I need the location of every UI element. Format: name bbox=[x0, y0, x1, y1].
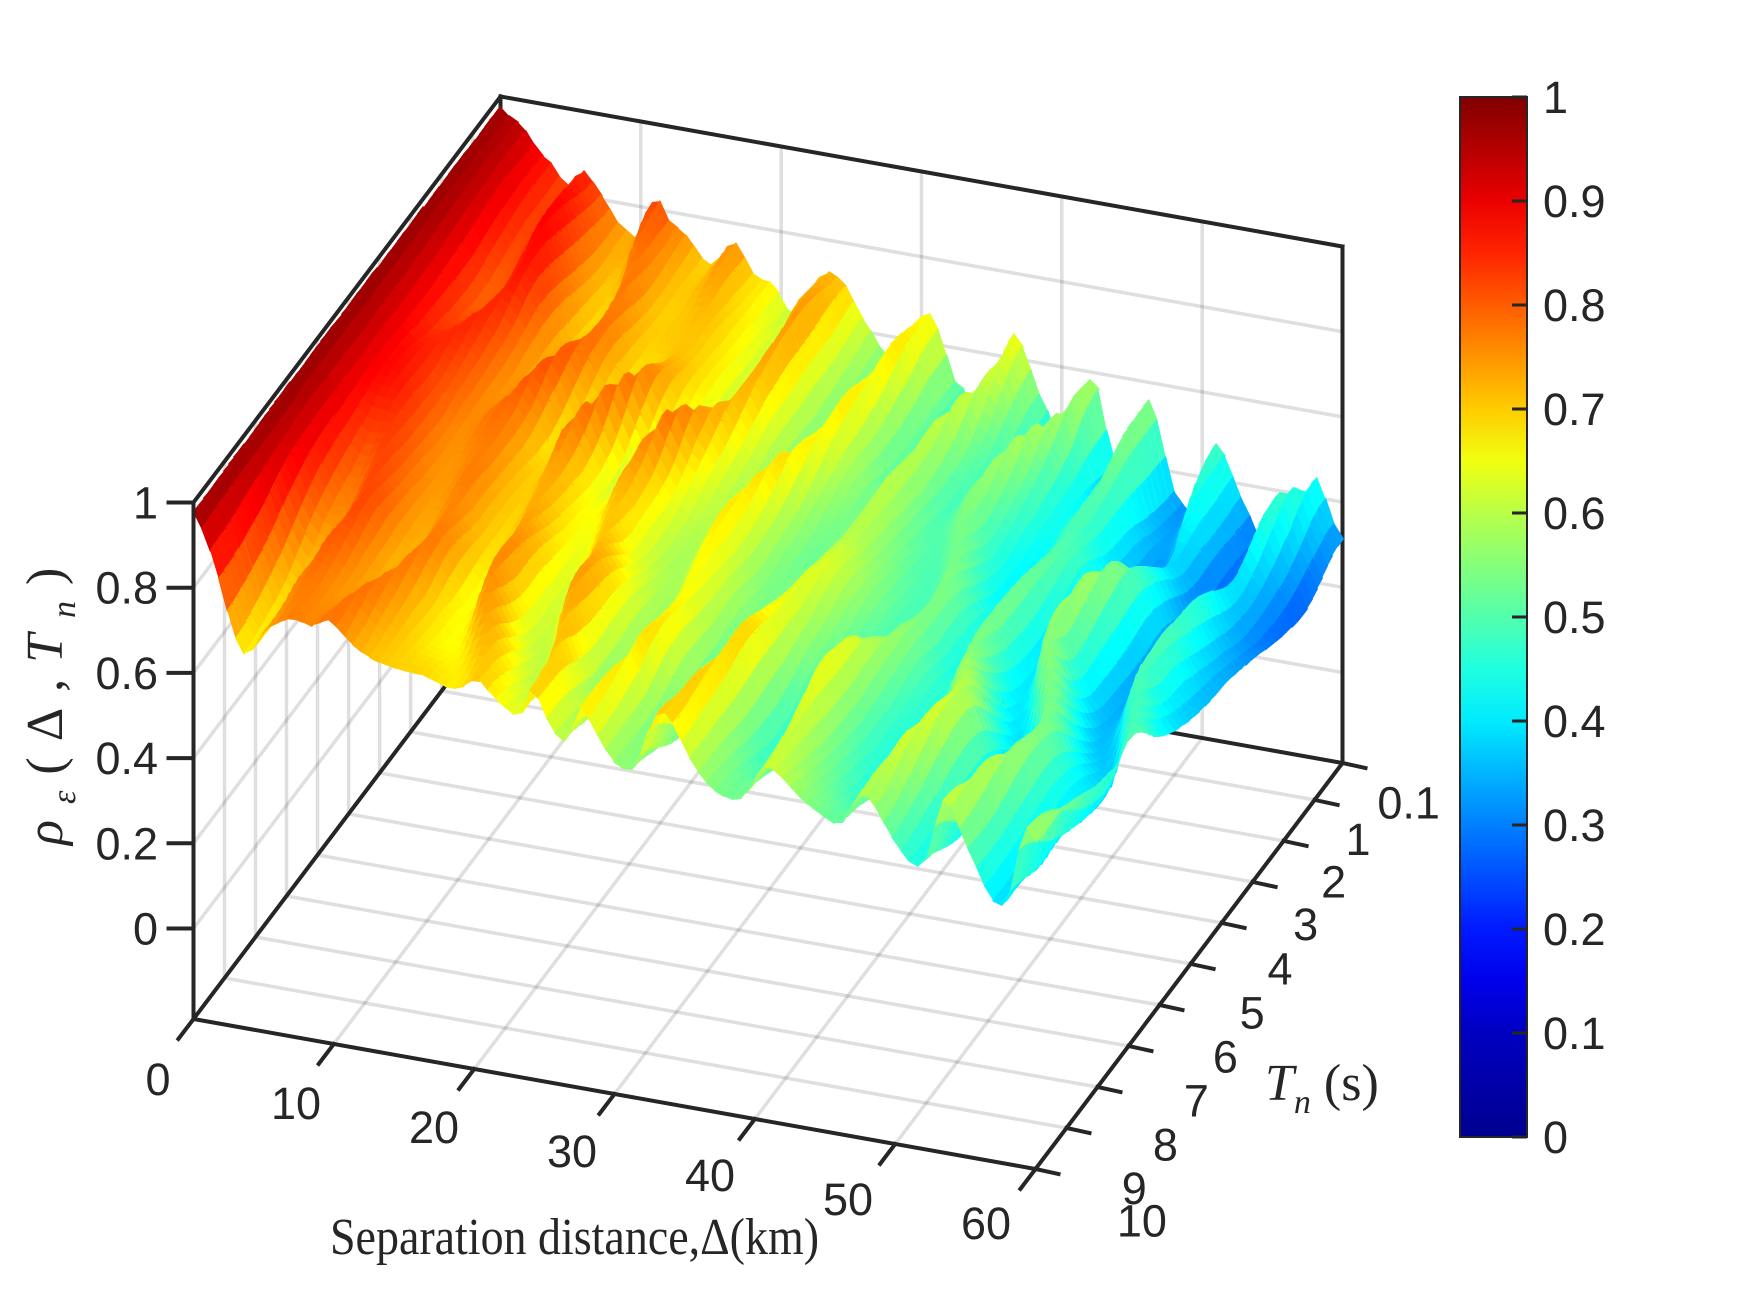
svg-text:0.3: 0.3 bbox=[1543, 800, 1606, 851]
svg-text:10: 10 bbox=[271, 1078, 321, 1129]
svg-text:0.2: 0.2 bbox=[1543, 904, 1606, 955]
svg-text:0.8: 0.8 bbox=[1543, 280, 1606, 331]
svg-text:0: 0 bbox=[133, 904, 158, 955]
svg-text:1: 1 bbox=[133, 478, 158, 529]
svg-text:5: 5 bbox=[1240, 988, 1265, 1039]
svg-text:10: 10 bbox=[1117, 1195, 1167, 1246]
svg-text:30: 30 bbox=[547, 1126, 597, 1177]
svg-text:ρε(Δ,Tn): ρε(Δ,Tn) bbox=[17, 552, 83, 847]
svg-text:0: 0 bbox=[145, 1054, 170, 1105]
svg-text:0.5: 0.5 bbox=[1543, 592, 1606, 643]
svg-text:0.2: 0.2 bbox=[95, 818, 158, 869]
svg-text:0.9: 0.9 bbox=[1543, 176, 1606, 227]
svg-text:1: 1 bbox=[1543, 72, 1568, 123]
svg-text:0.1: 0.1 bbox=[1543, 1008, 1606, 1059]
svg-text:6: 6 bbox=[1213, 1031, 1238, 1082]
svg-text:20: 20 bbox=[409, 1102, 459, 1153]
svg-text:0: 0 bbox=[1543, 1112, 1568, 1163]
svg-text:2: 2 bbox=[1321, 856, 1346, 907]
svg-text:0.6: 0.6 bbox=[1543, 488, 1606, 539]
svg-text:3: 3 bbox=[1293, 899, 1318, 950]
svg-text:7: 7 bbox=[1184, 1075, 1209, 1126]
svg-text:40: 40 bbox=[685, 1150, 735, 1201]
svg-text:8: 8 bbox=[1153, 1119, 1178, 1170]
svg-text:9: 9 bbox=[1122, 1163, 1147, 1214]
svg-text:0.6: 0.6 bbox=[95, 648, 158, 699]
svg-text:0.1: 0.1 bbox=[1377, 778, 1440, 829]
svg-text:Tn (s): Tn (s) bbox=[1265, 1055, 1379, 1121]
svg-text:0.4: 0.4 bbox=[95, 733, 158, 784]
svg-text:1: 1 bbox=[1345, 814, 1370, 865]
svg-text:0.7: 0.7 bbox=[1543, 384, 1606, 435]
svg-text:4: 4 bbox=[1267, 944, 1292, 995]
svg-text:Separation distance,Δ(km): Separation distance,Δ(km) bbox=[330, 1209, 819, 1266]
svg-text:0.4: 0.4 bbox=[1543, 696, 1606, 747]
svg-text:50: 50 bbox=[823, 1174, 873, 1225]
svg-text:0.8: 0.8 bbox=[95, 563, 158, 614]
svg-text:60: 60 bbox=[961, 1198, 1011, 1249]
